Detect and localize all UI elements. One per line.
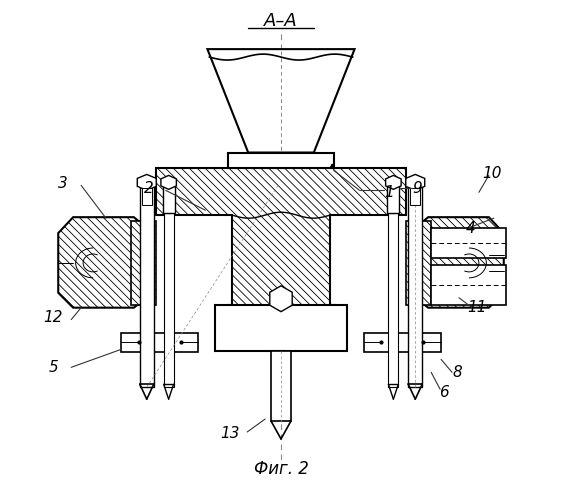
Text: Фиг. 2: Фиг. 2 [253, 460, 309, 478]
Polygon shape [408, 186, 422, 387]
Text: 13: 13 [220, 426, 240, 442]
PathPatch shape [131, 221, 156, 304]
Polygon shape [140, 186, 154, 387]
Text: 3: 3 [58, 176, 68, 191]
Polygon shape [386, 176, 401, 190]
Polygon shape [406, 174, 425, 190]
Polygon shape [164, 213, 174, 387]
Polygon shape [161, 176, 176, 190]
Polygon shape [162, 186, 175, 213]
Text: 4: 4 [466, 220, 476, 236]
Polygon shape [364, 332, 441, 352]
PathPatch shape [406, 221, 431, 304]
Text: 10: 10 [482, 166, 501, 181]
Text: 8: 8 [452, 365, 462, 380]
PathPatch shape [409, 217, 504, 308]
Polygon shape [58, 217, 153, 308]
Polygon shape [207, 49, 355, 152]
Polygon shape [409, 217, 504, 308]
Text: А–А: А–А [264, 12, 298, 30]
Polygon shape [215, 304, 347, 352]
Polygon shape [121, 332, 198, 352]
Text: 5: 5 [48, 360, 58, 375]
Text: 12: 12 [43, 310, 63, 325]
Text: 11: 11 [467, 300, 487, 315]
PathPatch shape [156, 168, 406, 350]
Polygon shape [131, 221, 156, 304]
Polygon shape [406, 221, 431, 304]
Polygon shape [270, 286, 292, 312]
Polygon shape [271, 352, 291, 421]
Polygon shape [228, 152, 334, 168]
Text: 1: 1 [384, 185, 395, 200]
Polygon shape [431, 265, 506, 304]
Polygon shape [137, 174, 156, 190]
Polygon shape [156, 168, 406, 350]
Polygon shape [410, 188, 420, 205]
Text: 9: 9 [413, 181, 422, 196]
Polygon shape [431, 228, 506, 258]
Text: 2: 2 [144, 181, 153, 196]
Text: 6: 6 [439, 384, 449, 400]
Polygon shape [388, 213, 398, 387]
Polygon shape [142, 188, 152, 205]
Polygon shape [387, 186, 400, 213]
PathPatch shape [58, 217, 153, 308]
